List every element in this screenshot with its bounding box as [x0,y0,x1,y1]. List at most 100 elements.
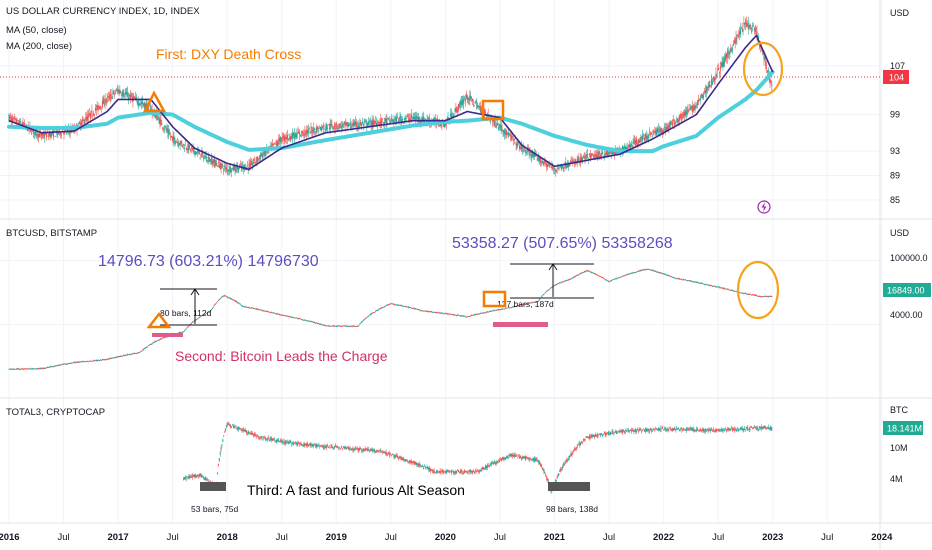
btc-candle-body [482,312,484,314]
total3-candle-body [600,433,602,436]
dxy-candle-body [687,109,689,112]
total3-candle-body [768,428,770,429]
btc-candle-body [623,275,625,277]
btc-candle-body [447,314,449,315]
btc-candle-body [375,310,377,312]
total3-candle-body [346,447,348,449]
btc-candle-body [684,279,686,281]
total3-candle-body [563,463,565,466]
dxy-candle-body [35,129,37,135]
total3-candle-body [451,470,453,472]
total3-candle-body [363,448,365,452]
dxy-candle-body [681,119,683,121]
total3-candle-body [652,428,654,430]
dxy-candle-body [31,133,33,135]
time-axis[interactable]: 2016 Jul 2017 Jul 2018 Jul 2019 Jul 2020 Jul 2021 J… [0,532,893,543]
dxy-candle-body [231,170,233,172]
total3-candle-body [406,460,408,462]
dxy-candle-body [597,154,599,158]
dxy-candle-body [276,142,278,147]
dxy-candle-body [350,125,352,127]
total3-candle-body [608,433,611,435]
dxy-candle-body [589,154,591,160]
btc-candle-body [533,301,535,303]
dxy-candle-body [649,131,651,133]
total3-candle-body [221,444,223,445]
dxy-square-marker[interactable] [481,99,505,121]
btc-triangle-marker[interactable] [146,311,172,329]
total3-candle-body [735,430,737,432]
total3-candle-body [277,440,279,442]
dxy-candle-body [533,153,535,157]
btc-candle-body [428,311,430,313]
dxy-candle-body [64,129,66,131]
dxy-candle-body [159,118,161,125]
lightning-icon[interactable] [757,200,771,214]
btc-candle-body [686,280,688,281]
dxy-candle-body [236,165,238,169]
dxy-candle-body [309,131,311,134]
total3-candle-body [609,431,611,435]
total3-candle-body [717,430,719,431]
dxy-candle-body [22,122,24,126]
total3-candle-body [539,463,542,467]
dxy-candle-body [732,44,734,46]
dxy-candle-body [354,121,356,126]
total3-candle-body [217,464,220,466]
btc-candle-body [191,322,193,323]
btc-candle-body [138,352,140,354]
btc-candle-body [460,315,462,317]
btc-candle-body [660,272,662,274]
btc-candle-body [157,339,159,341]
total3-candle-body [694,430,696,431]
btc-candle-body [188,325,190,327]
dxy-candle-body [570,161,572,162]
dxy-candle-body [78,122,80,125]
total3-candle-body [639,429,641,431]
total3-candle-body [484,466,487,469]
btc-candle-body [752,294,754,296]
dxy-candle-body [369,120,371,122]
btc-candle-body [218,299,220,301]
dxy-candle-body [100,107,103,109]
total3-candle-body [458,472,460,474]
btc-candle-body [310,321,312,322]
dxy-circle-marker[interactable] [742,41,784,97]
dxy-candle-body [340,123,342,125]
dxy-triangle-marker[interactable] [142,90,167,113]
dxy-candle-body [361,122,364,124]
btc-circle-marker[interactable] [736,260,780,320]
btc-candle-body [720,287,722,289]
btc-candle-body [634,272,636,273]
total3-candle-body [509,454,511,457]
dxy-candle-body [379,122,381,125]
btc-candle-body [284,315,286,317]
btc-measure-bars-1: 80 bars, 112d [160,308,212,318]
dxy-candle-body [17,119,19,121]
btc-candle-body [136,352,138,354]
total3-candle-body [601,433,603,435]
total3-candle-body [252,434,254,436]
btc-square-marker[interactable] [482,290,507,308]
dxy-candle-body [540,161,542,163]
btc-candle-body [300,319,302,321]
btc-candle-body [37,368,39,370]
btc-candle-body [114,357,117,358]
btc-candle-body [104,359,106,361]
btc-candle-body [66,363,68,365]
dxy-candle-body [141,102,143,104]
total3-candle-body [749,428,751,430]
dxy-candle-body [24,123,26,128]
btc-candle-body [107,359,109,360]
dxy-candle-body [751,30,753,33]
total3-candle-body [274,440,276,442]
total3-candle-body [745,427,748,429]
btc-candle-body [68,362,70,364]
btc-candle-body [35,368,37,370]
dxy-candle-body [651,135,653,137]
total3-candle-body [235,425,237,427]
btc-candle-body [543,294,545,295]
btc-candle-body [453,314,455,316]
